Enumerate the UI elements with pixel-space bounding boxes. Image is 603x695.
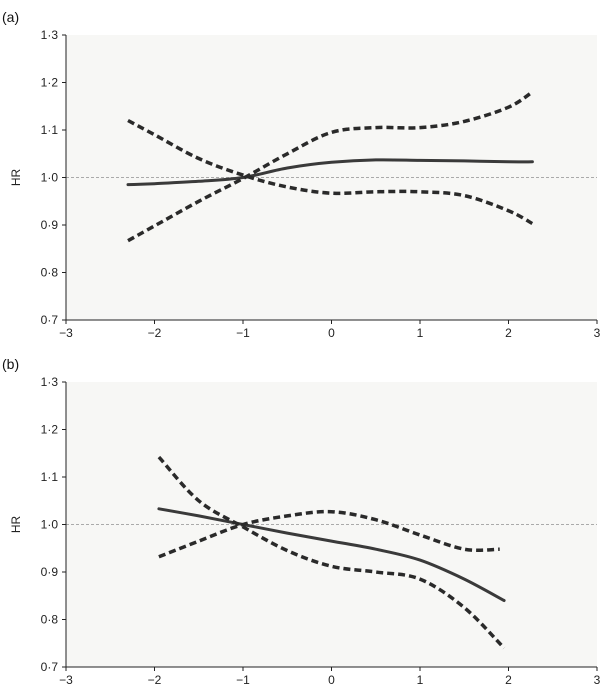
y-axis-title: HR (9, 516, 23, 534)
y-tick-label: 0·9 (41, 218, 59, 232)
x-tick-label: 3 (594, 673, 601, 687)
y-tick-label: 1·1 (41, 123, 59, 137)
x-tick-label: 0 (328, 326, 335, 340)
x-tick-label: −1 (236, 673, 250, 687)
hr-estimate-line (157, 507, 506, 602)
panel-label: (a) (2, 9, 19, 25)
y-tick-label: 0·7 (41, 313, 59, 327)
y-tick-label: 0·9 (41, 565, 59, 579)
x-tick-label: −2 (148, 326, 162, 340)
x-tick-label: 1 (417, 673, 424, 687)
y-tick-label: 1·0 (41, 171, 59, 185)
hr-estimate-line (126, 158, 534, 187)
x-tick-label: −3 (59, 326, 73, 340)
y-tick-label: 1·0 (41, 518, 59, 532)
x-tick-label: 2 (505, 326, 512, 340)
x-tick-label: −3 (59, 673, 73, 687)
y-tick-label: 1·2 (41, 423, 59, 437)
y-tick-label: 0·8 (41, 613, 59, 627)
y-tick-label: 1·3 (41, 28, 59, 42)
x-tick-label: −1 (236, 326, 250, 340)
y-axis-title: HR (9, 169, 23, 187)
chart-svg-a: 0·70·80·91·01·11·21·3−3−2−10123TC1 score… (2, 9, 601, 340)
chart-panel-b: 0·70·80·91·01·11·21·3−3−2−10123TC2 score… (0, 347, 603, 694)
chart-svg-b: 0·70·80·91·01·11·21·3−3−2−10123TC2 score… (2, 356, 601, 687)
chart-panel-a: 0·70·80·91·01·11·21·3−3−2−10123TC1 score… (0, 0, 603, 347)
y-tick-label: 1·1 (41, 470, 59, 484)
panel-label: (b) (2, 356, 19, 372)
x-tick-label: 1 (417, 326, 424, 340)
x-tick-label: 2 (505, 673, 512, 687)
ci-band-line-1 (158, 509, 500, 559)
y-tick-label: 0·7 (41, 660, 59, 674)
ci-band-line-1 (127, 118, 534, 226)
ci-band-line-2 (127, 90, 534, 243)
ci-band-line-2 (157, 455, 506, 650)
y-tick-label: 1·3 (41, 375, 59, 389)
y-tick-label: 0·8 (41, 266, 59, 280)
y-tick-label: 1·2 (41, 76, 59, 90)
x-tick-label: 0 (328, 673, 335, 687)
x-tick-label: −2 (148, 673, 162, 687)
x-tick-label: 3 (594, 326, 601, 340)
